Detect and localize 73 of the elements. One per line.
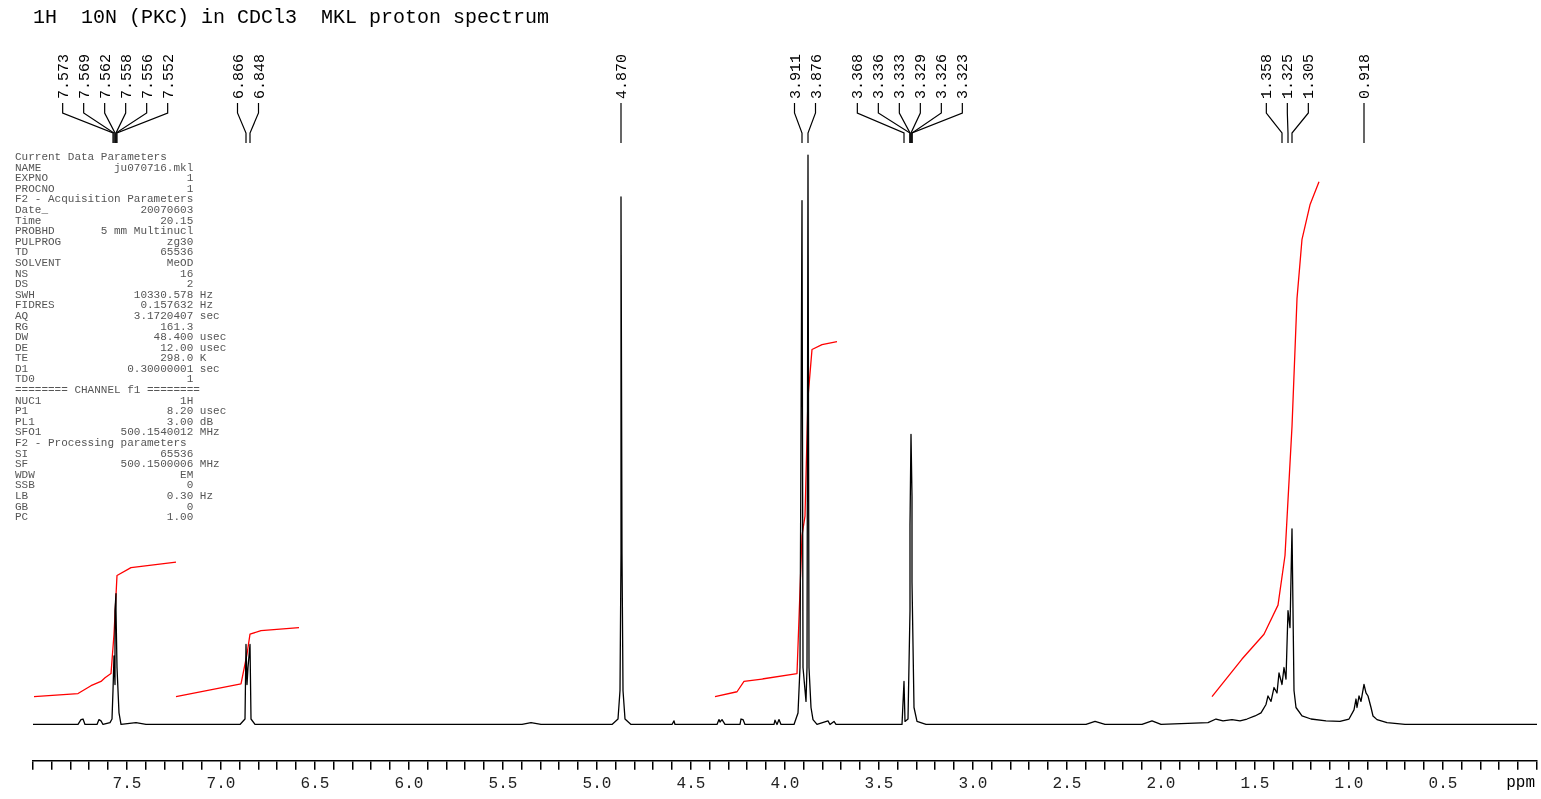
annotation: NS 16 [15, 267, 194, 280]
annotation: AQ 3.1720407 sec [15, 309, 220, 322]
annotation: 7.562 [97, 53, 115, 99]
annotation: 3.368 [850, 53, 868, 99]
annotation: PL1 3.00 dB [15, 415, 214, 428]
annotation: 6.866 [230, 53, 248, 99]
chart-title: 1H 10N (PKC) in CDCl3 MKL proton spectrum [33, 6, 550, 30]
annotation: 7.569 [76, 53, 94, 99]
annotation: D1 0.30000001 sec [15, 362, 220, 375]
annotation: DS 2 [15, 278, 194, 291]
annotation: TD 65536 [15, 246, 194, 259]
annotation: SF 500.1500006 MHz [15, 458, 220, 471]
annotation: 3.333 [892, 53, 910, 99]
annotation: SI 65536 [15, 447, 194, 460]
annotation: ======== CHANNEL f1 ======== [15, 384, 200, 397]
annotation: PC 1.00 [15, 511, 194, 524]
annotation: DE 12.00 usec [15, 341, 227, 354]
annotation: 1.305 [1301, 53, 1319, 99]
annotation: PROCNO 1 [15, 182, 194, 195]
annotation: 1.358 [1259, 53, 1277, 99]
x-tick-label: 5.0 [582, 774, 612, 793]
x-tick-label: 1.0 [1334, 774, 1364, 793]
annotation: 3.336 [871, 53, 889, 99]
x-tick-label: 2.5 [1052, 774, 1082, 793]
annotation: LB 0.30 Hz [15, 490, 214, 502]
annotation: NUC1 1H [15, 394, 194, 407]
annotation: 7.558 [118, 53, 136, 99]
annotation: 3.329 [913, 53, 931, 99]
x-tick-label: 0.5 [1428, 774, 1458, 793]
x-tick-label: 7.5 [112, 774, 142, 793]
x-tick-label: 3.0 [958, 774, 988, 793]
annotation: PULPROG zg30 [15, 235, 194, 248]
x-tick-label: 4.5 [676, 774, 706, 793]
annotation: 0.918 [1357, 53, 1374, 99]
annotation: SFO1 500.1540012 MHz [15, 426, 220, 439]
annotation: Current Data Parameters [15, 151, 167, 163]
annotation: SSB 0 [15, 479, 194, 492]
x-tick-label: 6.5 [300, 774, 330, 793]
annotation: 7.552 [160, 53, 178, 99]
annotation: Time 20.15 [15, 214, 194, 227]
x-tick-label: 6.0 [394, 774, 424, 793]
annotation: TE 298.0 K [15, 352, 207, 365]
annotation: SOLVENT MeOD [15, 256, 194, 269]
annotation: 3.326 [934, 53, 952, 99]
x-tick-label: 5.5 [488, 774, 518, 793]
x-tick-label: 4.0 [770, 774, 800, 793]
annotation: F2 - Acquisition Parameters [15, 193, 194, 206]
annotation: RG 161.3 [15, 320, 194, 333]
annotation: DW 48.400 usec [15, 331, 227, 344]
annotation: 7.573 [55, 53, 73, 99]
x-tick-label: 7.0 [206, 774, 236, 793]
annotation: Date_ 20070603 [15, 203, 194, 216]
annotation: NAME ju070716.mkl [15, 161, 194, 174]
annotation: 3.911 [787, 53, 805, 99]
x-tick-label: 1.5 [1240, 774, 1270, 793]
annotation: F2 - Processing parameters [15, 437, 187, 450]
annotation: FIDRES 0.157632 Hz [15, 299, 214, 312]
annotation: TD0 1 [15, 373, 194, 386]
annotation: GB 0 [15, 500, 194, 513]
annotation: PROBHD 5 mm Multinucl [15, 225, 194, 238]
annotation: 3.323 [955, 53, 973, 99]
annotation: 3.876 [808, 53, 826, 99]
x-tick-label: 3.5 [864, 774, 894, 793]
annotation: 4.870 [614, 53, 631, 99]
annotation: 7.556 [139, 53, 157, 99]
x-tick-label: 2.0 [1146, 774, 1176, 793]
annotation: P1 8.20 usec [15, 405, 227, 418]
annotation: WDW EM [15, 468, 194, 481]
annotation: EXPNO 1 [15, 172, 194, 185]
annotation: SWH 10330.578 Hz [15, 288, 214, 301]
annotation: 6.848 [251, 53, 269, 99]
x-axis-title: ppm [1506, 774, 1535, 793]
annotation: 1.325 [1280, 53, 1298, 99]
